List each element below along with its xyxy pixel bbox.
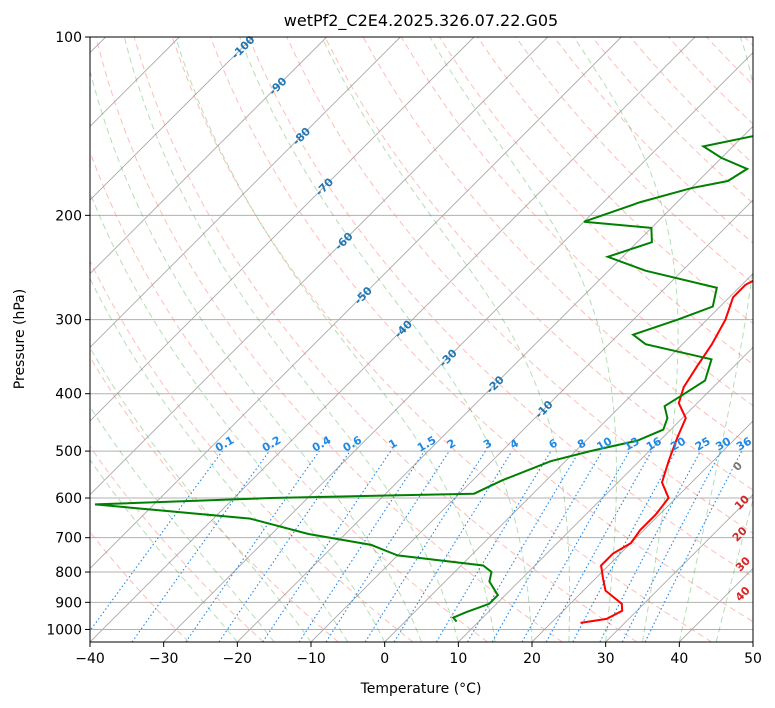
x-tick-label: 40 — [670, 651, 688, 667]
isotherm-line — [458, 346, 753, 642]
plot-background — [90, 37, 753, 642]
isotherm-line — [605, 494, 753, 642]
mixing-ratio-line — [131, 450, 270, 642]
isotherm-line — [384, 273, 753, 642]
y-tick-label: 400 — [55, 387, 82, 403]
y-tick-label: 1000 — [46, 622, 82, 638]
dry-adiabat-line — [248, 37, 753, 578]
moist-adiabat-line — [429, 37, 617, 642]
x-tick-label: 10 — [449, 651, 467, 667]
moist-adiabat-line — [123, 37, 459, 642]
mixing-ratio-line — [572, 450, 677, 642]
dry-adiabat-line — [210, 37, 753, 623]
isotherm-line — [90, 37, 327, 275]
mixing-ratio-line — [545, 450, 653, 642]
y-tick-label: 100 — [55, 30, 82, 46]
y-tick-label: 700 — [55, 531, 82, 547]
y-tick-label: 800 — [55, 565, 82, 581]
moist-adiabat-line — [175, 37, 496, 642]
mixing-ratio-line — [262, 450, 392, 642]
x-tick-label: −30 — [149, 651, 179, 667]
y-tick-label: 600 — [55, 491, 82, 507]
isotherm-line — [90, 37, 622, 569]
background-lines — [90, 37, 753, 642]
moist-adiabat-line — [90, 405, 275, 642]
moist-adiabat-line — [90, 68, 422, 642]
dry-adiabat-line — [324, 37, 753, 491]
x-tick-label: −10 — [296, 651, 326, 667]
isotherm-line — [90, 37, 548, 496]
y-tick-label: 500 — [55, 444, 82, 460]
x-axis-label: Temperature (°C) — [360, 681, 482, 697]
isotherm-line — [90, 37, 475, 422]
moist-adiabat-line — [573, 37, 679, 642]
isotherm-line — [90, 37, 401, 348]
temperature-profile-line — [580, 279, 753, 624]
y-tick-label: 900 — [55, 595, 82, 611]
dry-adiabat-line — [133, 37, 638, 642]
mixing-ratio-line — [521, 450, 630, 642]
mixing-ratio-line — [325, 450, 450, 642]
dry-adiabat-line — [171, 37, 712, 642]
x-tick-label: 30 — [597, 651, 615, 667]
isotherm-line — [90, 37, 696, 642]
moist-adiabat-line — [90, 191, 386, 642]
dry-adiabat-line — [95, 37, 563, 642]
isotherm-line — [90, 37, 254, 201]
y-axis-label: Pressure (hPa) — [12, 289, 28, 389]
chart-title: wetPf2_C2E4.2025.326.07.22.G05 — [284, 11, 558, 31]
moist-adiabat-line — [239, 37, 533, 642]
dewpoint-profile-line — [94, 135, 753, 623]
moist-adiabat-line — [678, 37, 753, 642]
mixing-ratio-line — [393, 450, 513, 642]
mixing-ratio-line — [644, 450, 743, 642]
dry-adiabat-line — [90, 356, 339, 642]
x-tick-label: −40 — [75, 651, 105, 667]
moist-adiabat-line — [321, 37, 571, 642]
y-tick-label: 300 — [55, 313, 82, 329]
moist-adiabat-line — [90, 277, 349, 642]
isotherm-line — [163, 52, 753, 642]
x-tick-label: 0 — [380, 651, 389, 667]
x-tick-label: 50 — [744, 651, 762, 667]
dry-adiabat-line — [90, 259, 414, 642]
dry-adiabat-line — [286, 37, 753, 534]
mixing-ratio-line — [218, 450, 351, 642]
mixing-ratio-line — [185, 450, 320, 642]
dry-adiabat-line — [90, 445, 264, 642]
moist-adiabat-line — [90, 346, 312, 642]
moist-adiabat-line — [90, 458, 238, 642]
x-tick-label: 20 — [523, 651, 541, 667]
moist-adiabat-line — [715, 498, 753, 642]
plot-frame — [89, 36, 754, 643]
sounding-lines — [94, 135, 753, 624]
x-tick-label: −20 — [223, 651, 253, 667]
mixing-ratio-line — [90, 450, 223, 632]
y-tick-label: 200 — [55, 208, 82, 224]
